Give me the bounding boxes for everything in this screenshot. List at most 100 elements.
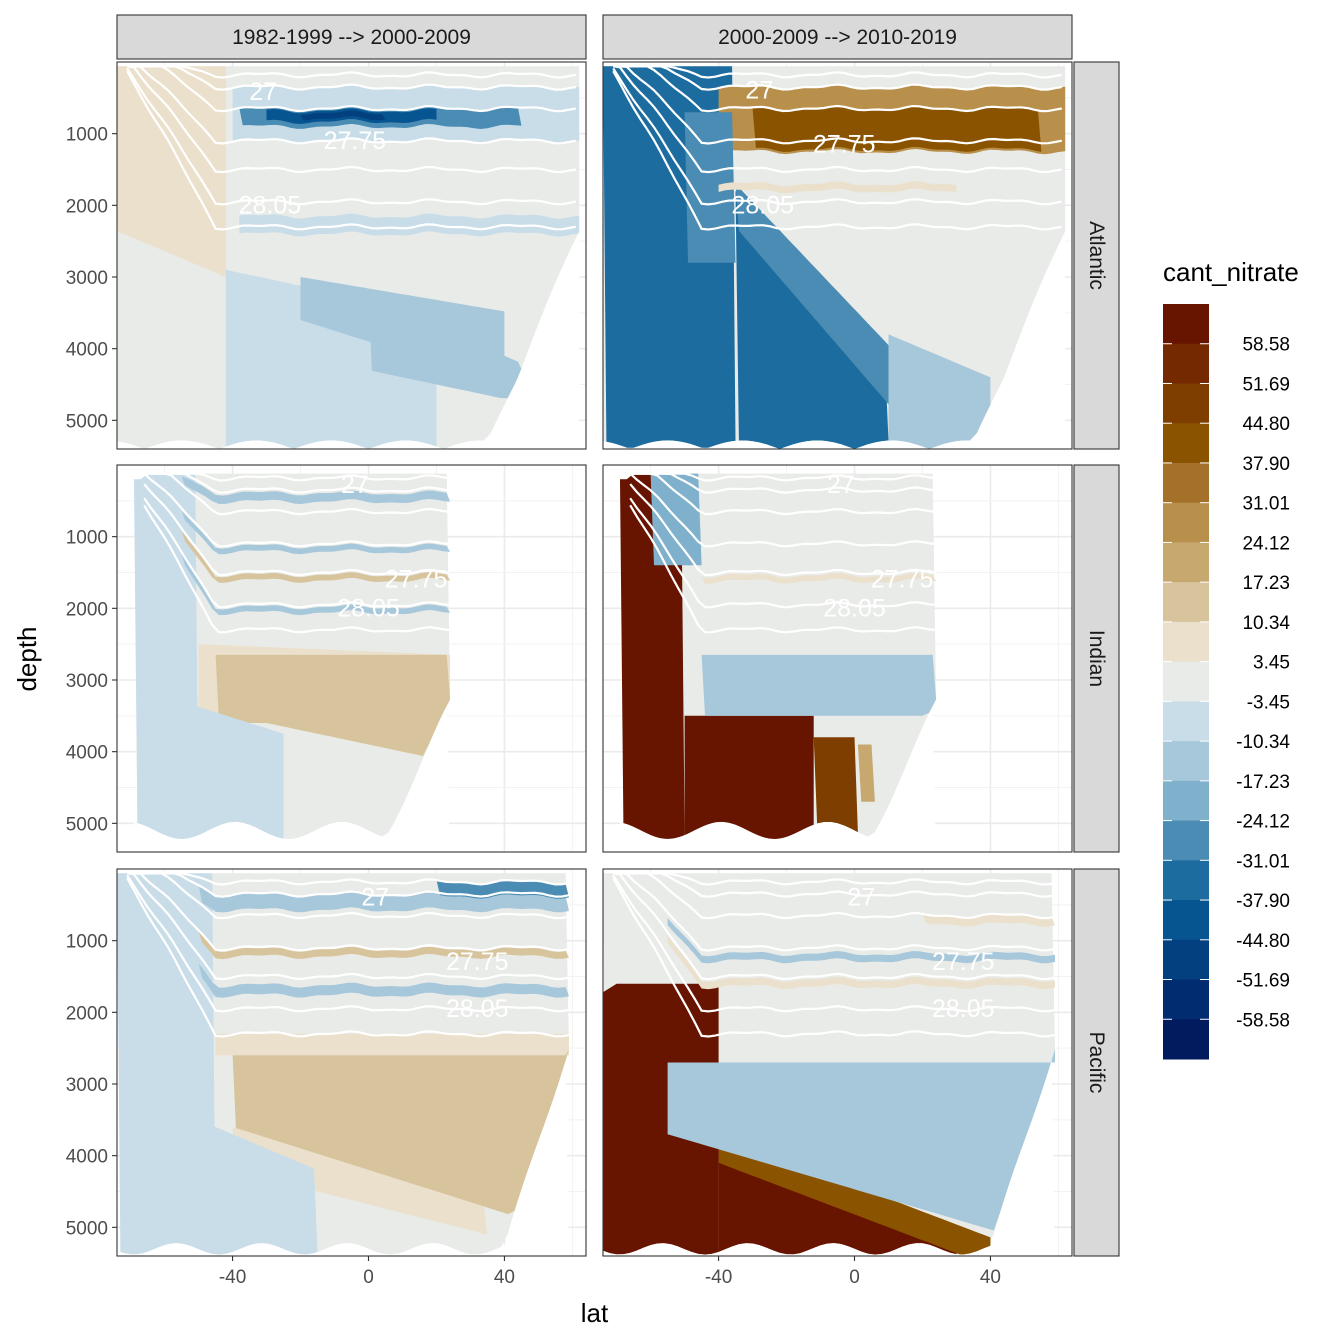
row-strip-label: Indian (1085, 630, 1108, 687)
contour-band (164, 1105, 318, 1255)
contour-band (215, 1033, 569, 1056)
isopycnal-line (613, 65, 1062, 113)
legend-label: 31.01 (1242, 494, 1290, 515)
legend-swatch (1163, 939, 1209, 981)
contour-band (239, 213, 580, 237)
y-tick-label: 1000 (66, 932, 108, 953)
isopycnal-label: 26 (450, 459, 478, 487)
isopycnal-label: 27.75 (871, 566, 934, 594)
isopycnal-line (612, 877, 1056, 1038)
contour-field (134, 472, 451, 852)
isopycnal-line (143, 483, 451, 577)
isopycnal-label: 27.75 (446, 948, 509, 976)
isopycnal-label: 27 (827, 471, 855, 499)
legend-label: -51.69 (1236, 971, 1290, 992)
legend-label: 17.23 (1242, 573, 1290, 594)
legend-swatch (1163, 582, 1209, 623)
isopycnal-line (629, 504, 937, 634)
panel-border (116, 61, 587, 450)
isopycnal-line (127, 872, 570, 920)
y-tick-label: 2000 (66, 196, 108, 217)
isopycnal-label: 27.75 (324, 127, 387, 155)
isopycnal-line (127, 872, 570, 886)
contour-band (181, 530, 451, 583)
legend: cant_nitrate 58.58 51.69 44.80 37.90 31.01 24.… (1163, 257, 1299, 1060)
column-strip (116, 14, 587, 60)
contour-band (300, 110, 386, 121)
isopycnal-line (127, 872, 570, 952)
legend-title: cant_nitrate (1163, 257, 1299, 287)
legend-label: 3.45 (1253, 653, 1290, 674)
isopycnal-line (143, 472, 451, 548)
legend-swatch (1163, 780, 1209, 822)
contour-band (752, 106, 1042, 152)
legend-swatch (1163, 701, 1209, 742)
legend-swatch (1163, 820, 1209, 861)
y-tick-label: 3000 (66, 1075, 108, 1096)
column-strips: 1982-1999 --> 2000-2009 2000-2009 --> 201… (116, 14, 1073, 60)
y-tick-label: 2000 (66, 1003, 108, 1024)
contour-band (198, 931, 569, 960)
isopycnal-label: 28.05 (239, 191, 302, 219)
x-tick-label: 0 (849, 1267, 860, 1288)
panel-border (116, 868, 587, 1257)
isopycnal-line (613, 872, 1056, 981)
legend-swatch (1163, 304, 1209, 345)
isopycnal-label: 27.75 (813, 130, 876, 158)
legend-swatch (1163, 979, 1209, 1020)
contour-band (300, 277, 505, 385)
y-tick-label: 4000 (66, 1147, 108, 1168)
y-tick-label: 1000 (66, 528, 108, 549)
contour-band (603, 983, 719, 1255)
contour-band (813, 737, 858, 833)
x-tick-label: -40 (705, 1267, 732, 1288)
legend-swatch (1163, 741, 1209, 782)
legend-swatch (1163, 502, 1209, 543)
legend-swatch (1163, 542, 1209, 583)
isopycnal-line (613, 65, 1063, 145)
seafloor-mask (117, 1060, 569, 1256)
x-tick-label: 40 (980, 1267, 1001, 1288)
isopycnal-line (612, 70, 1063, 231)
isopycnal-label: 28.05 (337, 594, 400, 622)
y-tick-label: 3000 (66, 671, 108, 692)
legend-swatch (1163, 860, 1209, 901)
legend-swatch (1163, 900, 1209, 941)
contour-band (667, 918, 1055, 964)
legend-swatch (1163, 661, 1209, 702)
contour-band (857, 744, 875, 802)
y-tick-label: 3000 (66, 268, 108, 289)
isopycnal-label: 27.75 (385, 566, 448, 594)
isopycnal-line (143, 504, 451, 634)
legend-label: -17.23 (1236, 772, 1290, 793)
panel: 27 27.75 28.05 (116, 61, 587, 450)
contour-field (603, 65, 1066, 449)
isopycnal-label: 28.05 (932, 995, 995, 1023)
contour-band (198, 885, 569, 913)
legend-label: 10.34 (1242, 613, 1290, 634)
isopycnal-label: 28.05 (731, 191, 794, 219)
y-tick-label: 4000 (66, 743, 108, 764)
row-strip-label: Pacific (1085, 1032, 1108, 1094)
isopycnal-line (144, 472, 451, 482)
isopycnal-line (144, 472, 451, 516)
legend-label: -37.90 (1236, 891, 1290, 912)
isopycnal-line (613, 872, 1056, 952)
contour-band (667, 1049, 1055, 1231)
contour-band (232, 1049, 569, 1215)
panel: 27 27.75 28.05 (602, 868, 1073, 1257)
legend-label: -3.45 (1247, 692, 1290, 713)
isopycnal-line (127, 872, 570, 898)
isopycnal-line (613, 872, 1056, 920)
column-strip (602, 14, 1073, 60)
isopycnal-line (630, 472, 937, 494)
column-strip-label: 1982-1999 --> 2000-2009 (232, 26, 471, 49)
isopycnal-label: 26 (936, 459, 964, 487)
legend-label: -31.01 (1236, 851, 1290, 872)
legend-label: 51.69 (1242, 374, 1290, 395)
isopycnal-line (613, 65, 1062, 79)
seafloor-mask (117, 231, 580, 449)
